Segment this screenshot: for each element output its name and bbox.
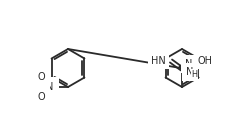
Text: HN: HN xyxy=(151,56,165,66)
Text: H: H xyxy=(191,70,197,79)
Text: N: N xyxy=(46,82,53,92)
Text: O: O xyxy=(37,72,45,82)
Text: O: O xyxy=(37,92,45,102)
Text: N: N xyxy=(184,59,192,69)
Text: N: N xyxy=(185,67,192,77)
Text: OH: OH xyxy=(197,56,212,66)
